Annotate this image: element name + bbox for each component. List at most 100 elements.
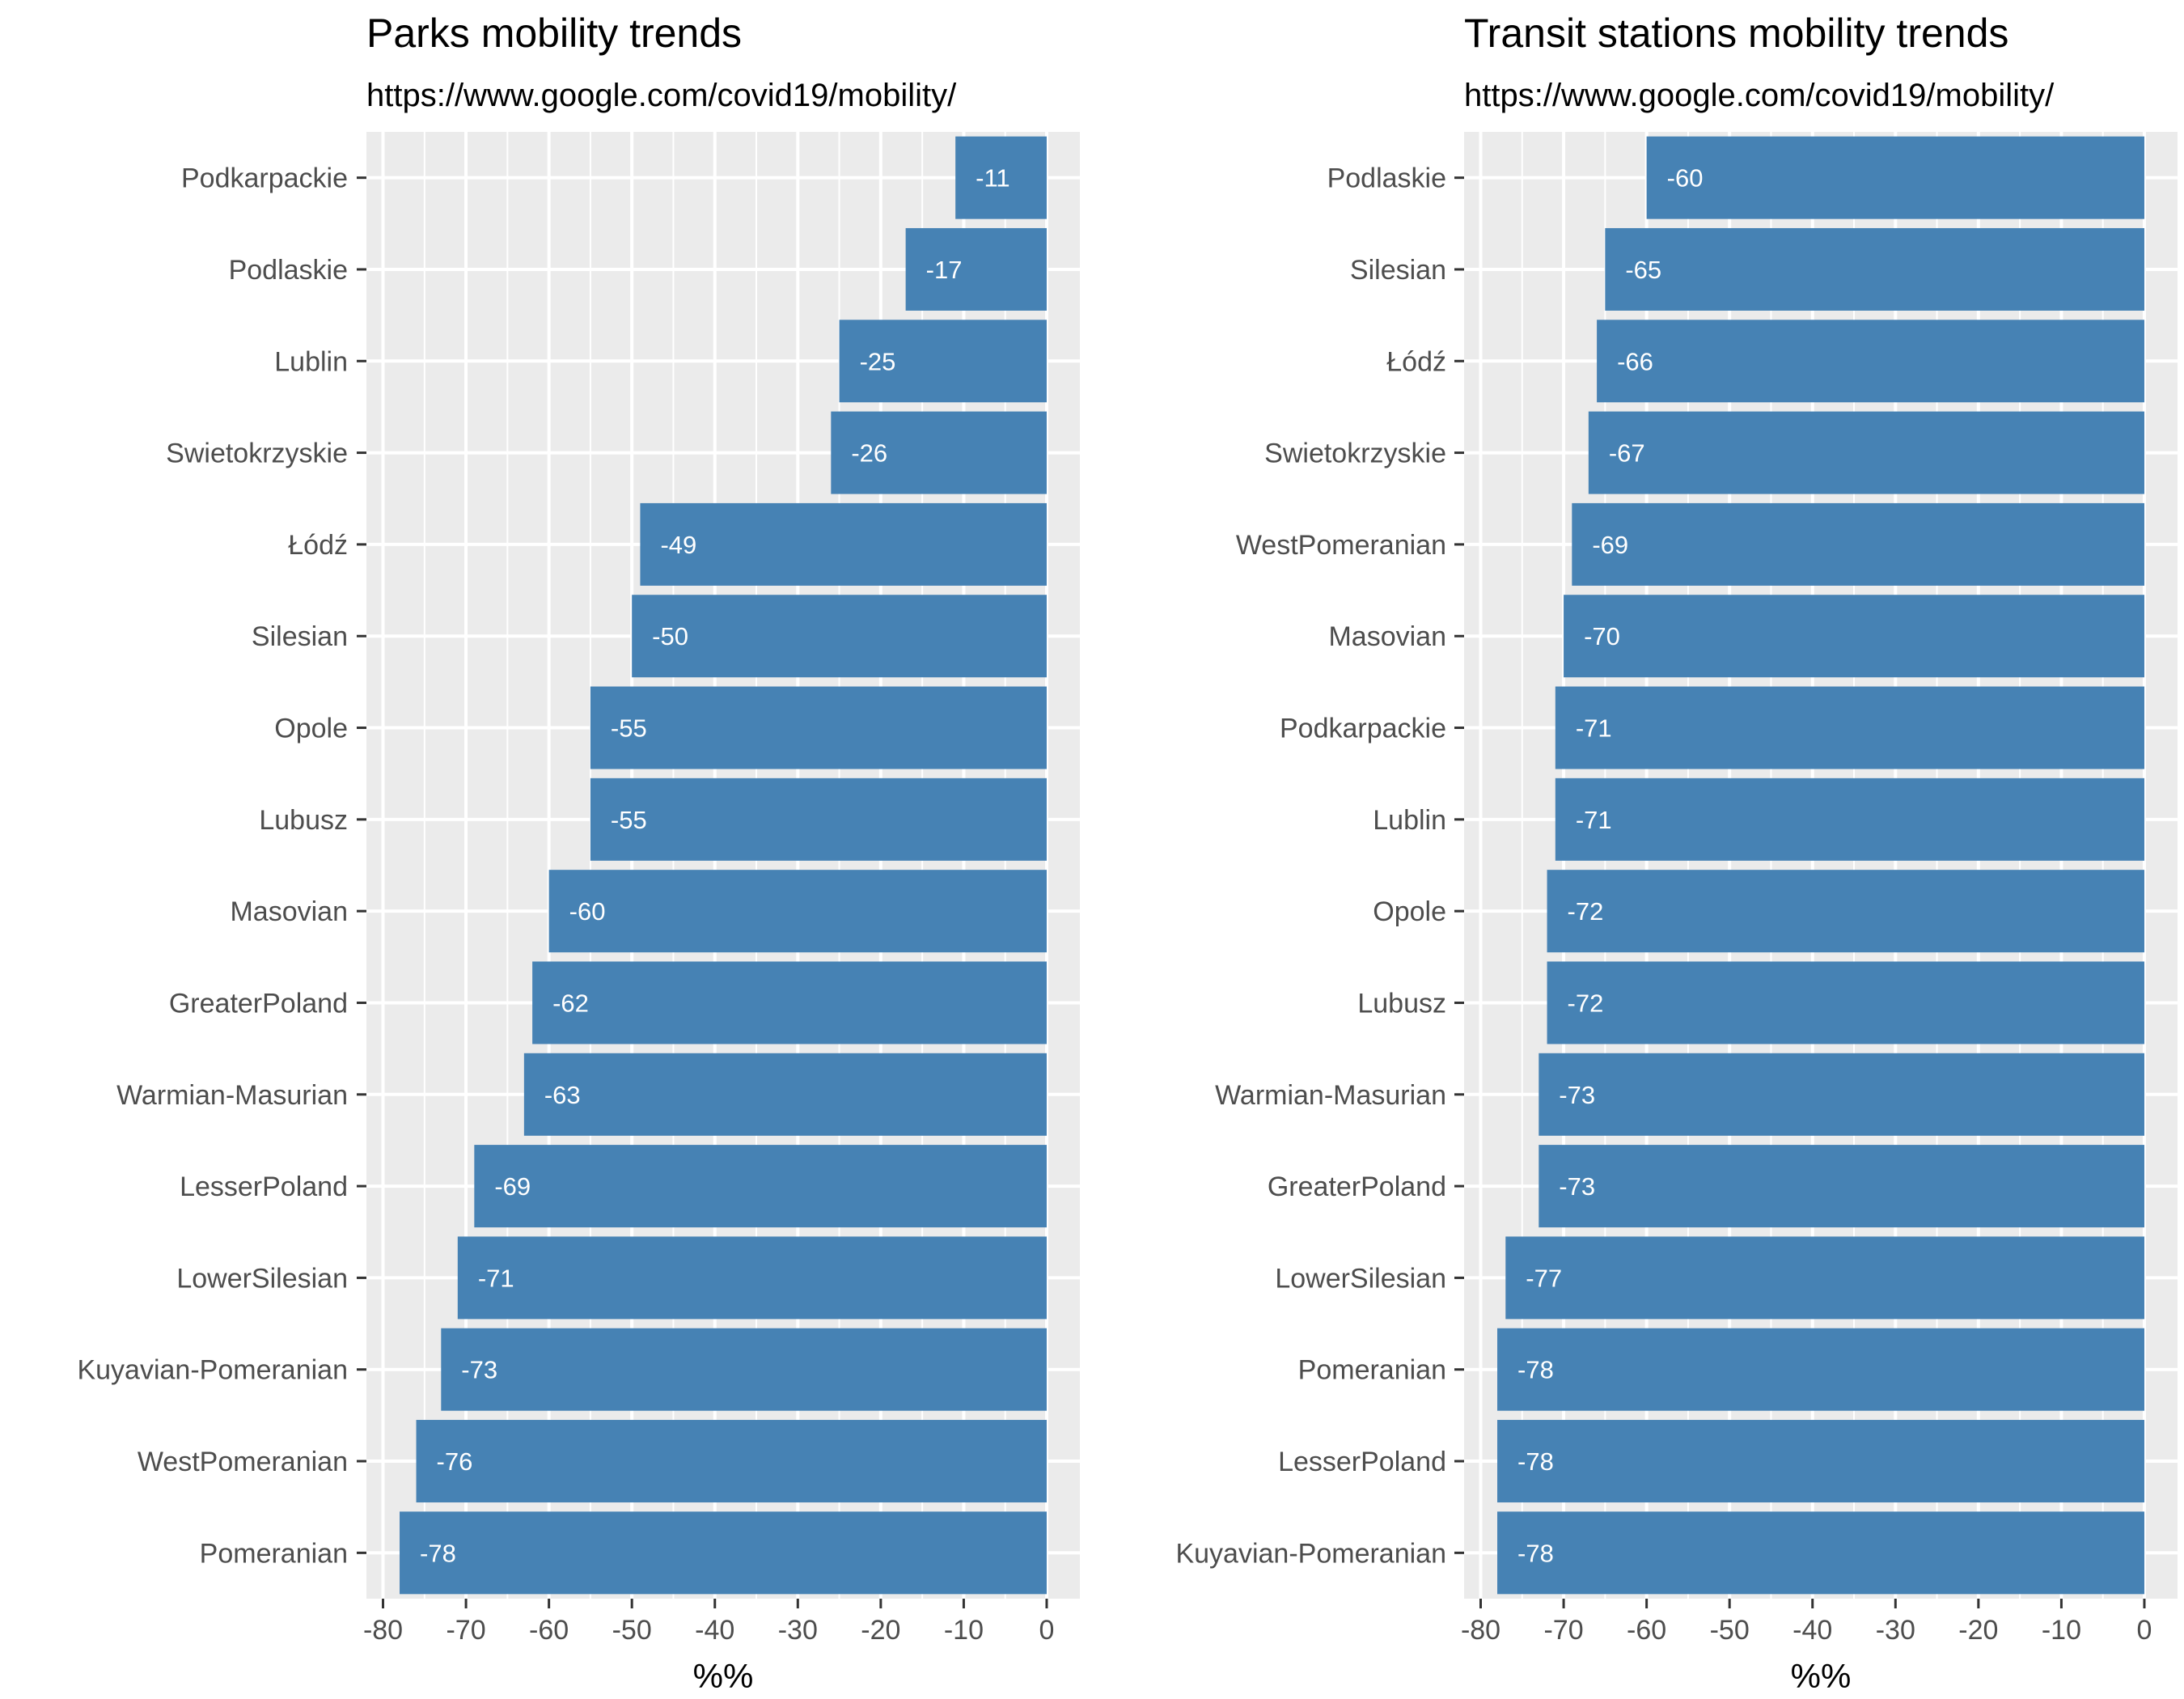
category-label: Lubusz [1357,988,1446,1019]
bar [1572,502,2144,586]
category-label: Warmian-Masurian [116,1080,348,1111]
data-label: -72 [1568,989,1604,1017]
category-label: Opole [274,714,348,744]
x-tick-label: -30 [1876,1615,1915,1646]
category-label: LowerSilesian [1275,1263,1446,1294]
data-label: -26 [851,439,887,468]
category-label: Podkarpackie [1280,714,1446,744]
bar [1605,227,2144,311]
x-tick-label: -10 [944,1615,984,1646]
x-axis-title: %% [1791,1657,1852,1695]
category-label: WestPomeranian [138,1447,348,1477]
bar [1539,1053,2144,1136]
category-label: Łódź [1386,346,1446,377]
data-label: -73 [1559,1172,1595,1201]
category-label: Masovian [1328,621,1446,652]
x-tick-label: -20 [861,1615,900,1646]
category-label: Lublin [1373,805,1446,836]
chart-2: Transit stations mobility trends https://… [1175,11,2178,1695]
data-label: -69 [494,1172,531,1201]
x-tick-label: -70 [446,1615,485,1646]
data-label: -66 [1617,347,1653,375]
bar [523,1053,1047,1136]
bar [1497,1328,2144,1411]
category-label: Łódź [288,530,348,561]
data-label: -76 [437,1447,473,1476]
bar [1588,411,2144,494]
data-label: -63 [544,1081,581,1109]
bar [1547,870,2144,953]
bar [1547,961,2144,1044]
x-tick-label: -60 [1627,1615,1666,1646]
bar [1555,686,2144,769]
bar [590,686,1047,769]
category-label: Opole [1373,896,1446,927]
data-label: -78 [420,1539,456,1567]
bar [1497,1420,2144,1503]
bar [905,227,1047,311]
bar [955,136,1047,219]
data-label: -65 [1625,256,1661,284]
category-label: LowerSilesian [176,1263,348,1294]
bar [474,1145,1047,1228]
bar [1646,136,2144,219]
bar [590,777,1047,861]
x-tick-label: -40 [1792,1615,1832,1646]
category-label: GreaterPoland [1268,1172,1446,1202]
bar [548,870,1047,953]
bar [1597,320,2144,403]
category-label: Podkarpackie [181,163,348,194]
category-label: Podlaskie [1327,163,1446,194]
bar [839,320,1047,403]
data-label: -62 [552,989,589,1017]
x-tick-label: -10 [2042,1615,2081,1646]
data-label: -73 [461,1356,497,1384]
data-label: -60 [569,897,606,926]
bar [1555,777,2144,861]
bar [1497,1511,2144,1595]
category-label: LesserPoland [180,1172,348,1202]
data-label: -78 [1517,1447,1554,1476]
bar [831,411,1047,494]
x-tick-label: -50 [612,1615,652,1646]
data-label: -69 [1592,531,1628,559]
data-label: -49 [660,531,696,559]
category-label: Warmian-Masurian [1215,1080,1446,1111]
bar [441,1328,1047,1411]
chart-title: Parks mobility trends [366,11,742,56]
data-label: -50 [652,622,688,650]
category-label: Kuyavian-Pomeranian [1175,1538,1446,1569]
category-label: Pomeranian [200,1538,348,1569]
x-tick-label: -60 [529,1615,569,1646]
x-tick-label: -50 [1710,1615,1750,1646]
chart-title: Transit stations mobility trends [1464,11,2008,56]
chart-1: Parks mobility trends https://www.google.… [77,11,1080,1695]
category-label: Swietokrzyskie [166,439,348,469]
category-label: LesserPoland [1278,1447,1446,1477]
bar [416,1420,1047,1503]
x-tick-label: -80 [1461,1615,1500,1646]
category-label: Pomeranian [1298,1355,1446,1386]
x-tick-label: 0 [1039,1615,1055,1646]
data-label: -70 [1584,622,1620,650]
chart-subtitle: https://www.google.com/covid19/mobility/ [1464,78,2055,113]
data-label: -72 [1568,897,1604,926]
x-tick-label: -40 [695,1615,734,1646]
category-label: Silesian [252,621,348,652]
data-label: -25 [860,347,896,375]
category-label: Swietokrzyskie [1264,439,1446,469]
data-label: -67 [1609,439,1645,468]
data-label: -78 [1517,1356,1554,1384]
bar [640,502,1047,586]
category-label: GreaterPoland [169,988,348,1019]
category-label: Masovian [230,896,348,927]
data-label: -60 [1667,164,1704,193]
category-label: WestPomeranian [1236,530,1446,561]
category-label: Silesian [1350,255,1446,286]
data-label: -71 [1576,714,1612,743]
bar [632,595,1047,678]
category-label: Podlaskie [229,255,348,286]
data-label: -77 [1526,1264,1562,1292]
data-label: -55 [611,806,647,834]
chart-subtitle: https://www.google.com/covid19/mobility/ [366,78,957,113]
